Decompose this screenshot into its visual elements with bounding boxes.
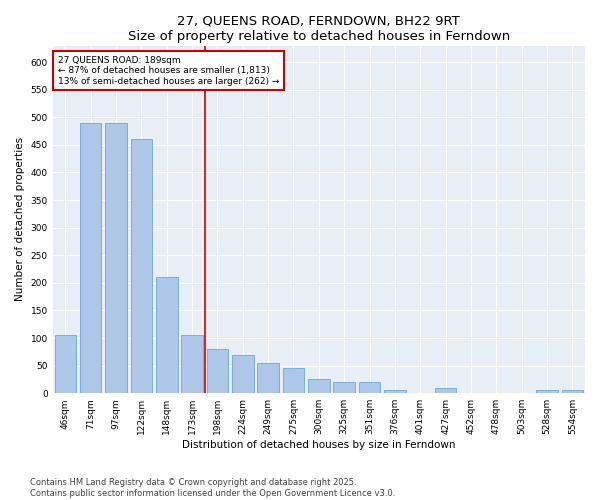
Title: 27, QUEENS ROAD, FERNDOWN, BH22 9RT
Size of property relative to detached houses: 27, QUEENS ROAD, FERNDOWN, BH22 9RT Size… — [128, 15, 510, 43]
Bar — [105, 123, 127, 393]
Bar — [206, 349, 228, 393]
Text: 27 QUEENS ROAD: 189sqm
← 87% of detached houses are smaller (1,813)
13% of semi-: 27 QUEENS ROAD: 189sqm ← 87% of detached… — [58, 56, 280, 86]
Bar — [80, 123, 101, 393]
Bar — [334, 382, 355, 393]
Bar — [536, 390, 558, 393]
Bar — [131, 140, 152, 393]
Bar — [308, 380, 329, 393]
Bar — [435, 388, 457, 393]
X-axis label: Distribution of detached houses by size in Ferndown: Distribution of detached houses by size … — [182, 440, 455, 450]
Bar — [55, 336, 76, 393]
Bar — [257, 363, 279, 393]
Bar — [283, 368, 304, 393]
Bar — [232, 354, 254, 393]
Bar — [359, 382, 380, 393]
Bar — [156, 278, 178, 393]
Text: Contains HM Land Registry data © Crown copyright and database right 2025.
Contai: Contains HM Land Registry data © Crown c… — [30, 478, 395, 498]
Y-axis label: Number of detached properties: Number of detached properties — [15, 138, 25, 302]
Bar — [562, 390, 583, 393]
Bar — [181, 336, 203, 393]
Bar — [384, 390, 406, 393]
